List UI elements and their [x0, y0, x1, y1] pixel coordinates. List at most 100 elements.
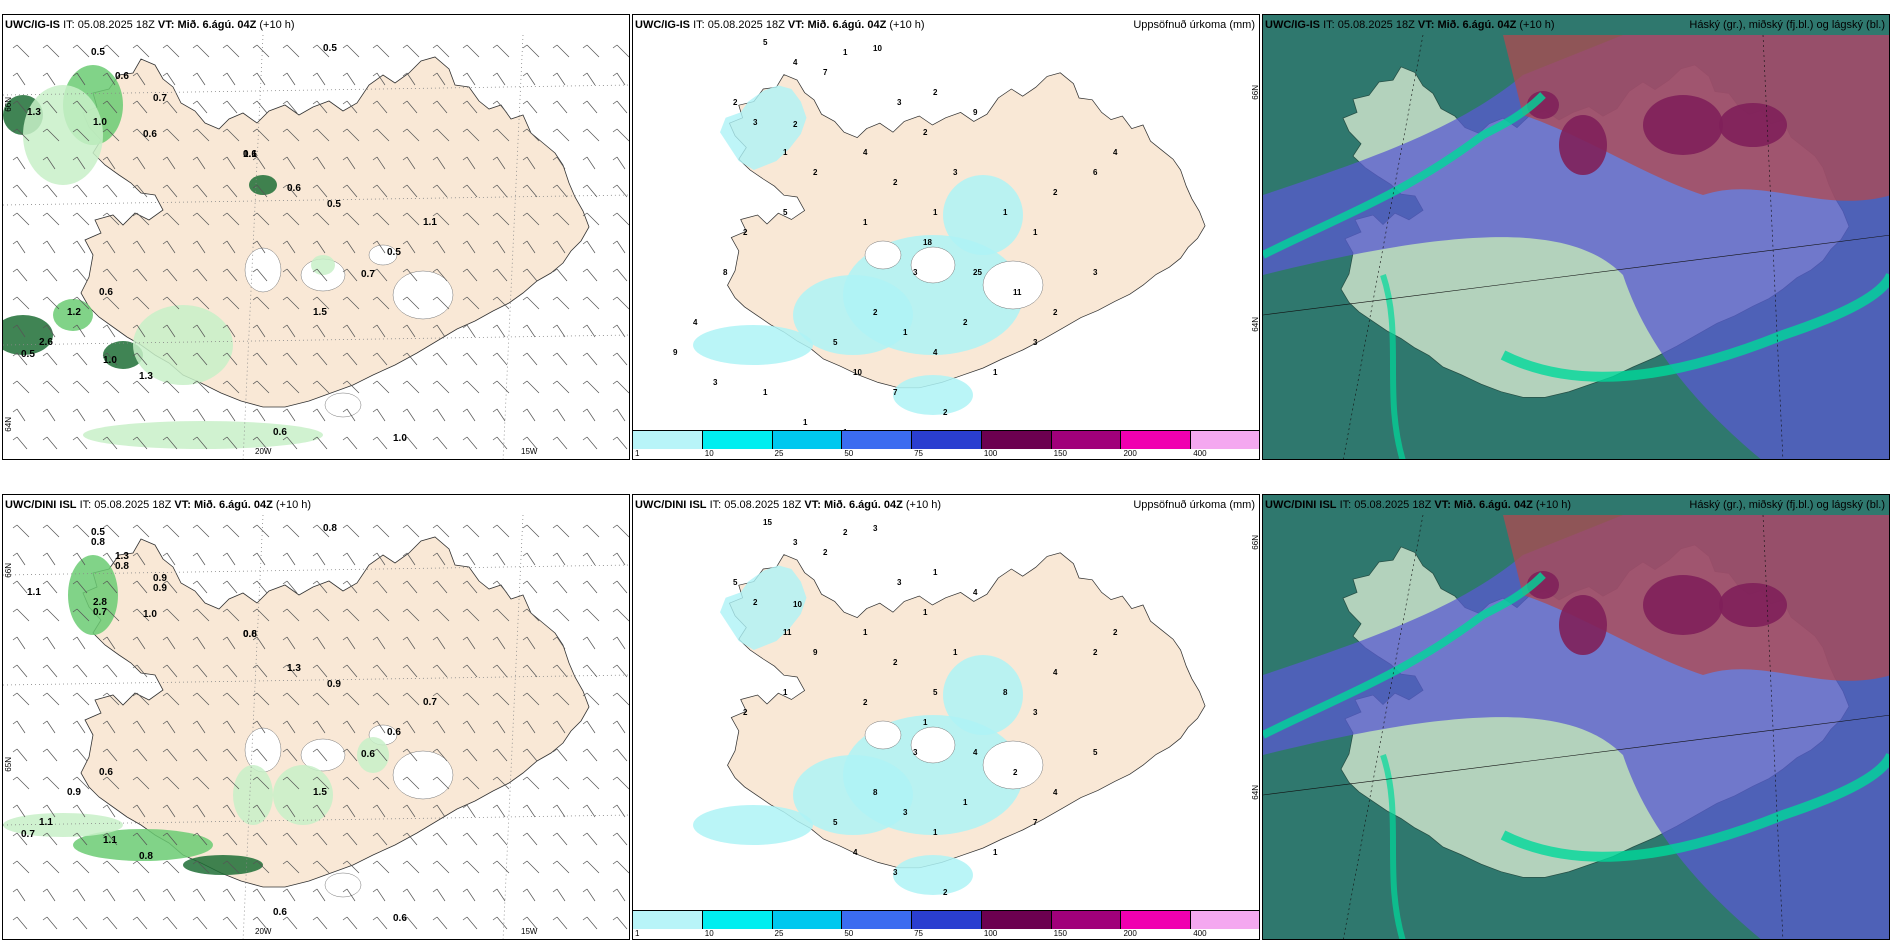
precip-value-label: 1.2: [67, 307, 81, 318]
glacier: [982, 740, 1044, 790]
wind-barb: [462, 436, 478, 450]
precip-value-label: 0.9: [67, 787, 81, 798]
precip-value-label: 2: [1093, 648, 1098, 657]
precip-area: [793, 755, 913, 835]
wind-barb: [342, 100, 358, 114]
precip-value-label: 9: [673, 348, 678, 357]
high-cloud-core: [1559, 115, 1607, 175]
wind-barb: [102, 748, 118, 762]
wind-barb: [312, 720, 326, 734]
wind-barb: [72, 184, 88, 198]
wind-barb: [312, 212, 330, 226]
precip-value-label: 10: [793, 600, 802, 609]
wind-barb: [42, 268, 58, 282]
wind-barb: [72, 380, 90, 394]
wind-barb: [492, 664, 508, 678]
wind-barb: [42, 100, 58, 114]
wind-barb: [492, 128, 510, 142]
wind-barb: [552, 380, 570, 394]
precip-value-label: 9: [813, 648, 818, 657]
wind-barb: [12, 268, 28, 282]
wind-barb: [132, 324, 146, 338]
wind-barb: [12, 776, 30, 790]
precip-value-label: 0.7: [423, 697, 437, 708]
wind-barb: [42, 44, 60, 58]
wind-barb: [462, 552, 476, 566]
wind-barb: [192, 860, 210, 874]
wind-barb: [432, 100, 448, 114]
wind-barb: [72, 916, 88, 930]
wind-barb: [522, 608, 540, 622]
wind-barb: [462, 608, 480, 622]
wind-barb: [432, 552, 446, 566]
wind-barb: [102, 860, 120, 874]
wind-barb: [612, 268, 628, 282]
wind-barb: [432, 268, 448, 282]
wind-barb: [582, 100, 598, 114]
wind-barb: [522, 888, 536, 902]
wind-barb: [42, 832, 58, 846]
precip-value-label: 2: [743, 228, 748, 237]
wind-barb: [282, 860, 300, 874]
wind-barb: [612, 720, 626, 734]
wind-barb: [402, 524, 420, 538]
wind-barb: [402, 692, 420, 706]
wind-barb: [432, 296, 450, 310]
wind-barb: [582, 268, 598, 282]
wind-barb: [132, 436, 148, 450]
colorbar-tick-label: 75: [914, 449, 924, 458]
wind-barb: [552, 408, 566, 422]
colorbar-segment: [842, 911, 913, 929]
wind-barb: [222, 128, 240, 142]
high-cloud-core: [1719, 583, 1787, 627]
wind-barb: [222, 552, 236, 566]
precip-title: Uppsöfnuð úrkoma (mm): [1133, 499, 1255, 511]
lon-label: 15W: [521, 927, 538, 936]
wind-barb: [192, 184, 208, 198]
wind-barb: [342, 408, 356, 422]
wind-barb: [582, 916, 598, 930]
wind-barb: [222, 352, 238, 366]
wind-barb: [462, 380, 480, 394]
wind-barb: [312, 268, 328, 282]
wind-barb: [222, 212, 240, 226]
precip-value-label: 3: [1033, 708, 1038, 717]
wind-barb: [462, 268, 478, 282]
wind-barb: [582, 748, 598, 762]
wind-barb: [432, 580, 448, 594]
wind-barb: [222, 748, 238, 762]
wind-barb: [612, 44, 629, 58]
wind-barb: [132, 100, 148, 114]
wind-barb: [192, 240, 206, 254]
wind-barb: [402, 552, 416, 566]
precip-value-label: 1: [963, 798, 968, 807]
wind-barb: [492, 888, 506, 902]
wind-barb: [192, 916, 208, 930]
wind-barb: [402, 664, 418, 678]
glacier: [324, 872, 362, 898]
precip-value-label: 1: [933, 828, 938, 837]
precip-value-label: 18: [923, 238, 932, 247]
precip-value-label: 1: [783, 688, 788, 697]
wind-barb: [582, 44, 600, 58]
precip-value-label: 4: [853, 848, 858, 857]
wind-barb: [132, 352, 148, 366]
wind-barb: [492, 636, 506, 650]
wind-barb: [492, 184, 508, 198]
lat-label: 64N: [1251, 317, 1260, 332]
precip-value-label: 0.9: [153, 583, 167, 594]
wind-barb: [342, 524, 360, 538]
colorbar-segment: [702, 431, 773, 449]
precip-colorbar: [633, 910, 1259, 929]
precip-value-label: 5: [733, 578, 738, 587]
wind-barb: [72, 436, 88, 450]
wind-barb: [342, 268, 358, 282]
wind-barb: [312, 552, 326, 566]
wind-barb: [72, 636, 86, 650]
wind-barb: [132, 916, 148, 930]
wind-barb: [432, 380, 450, 394]
precip-value-label: 1: [1033, 228, 1038, 237]
wind-barb: [462, 804, 476, 818]
precip-value-label: 8: [873, 788, 878, 797]
wind-barb: [612, 608, 629, 622]
